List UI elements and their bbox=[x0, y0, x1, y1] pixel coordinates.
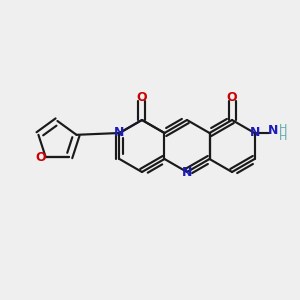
Text: N: N bbox=[182, 167, 192, 179]
Text: O: O bbox=[227, 91, 237, 104]
Text: N: N bbox=[250, 127, 261, 140]
Text: O: O bbox=[137, 91, 147, 104]
Text: N: N bbox=[114, 125, 124, 139]
Text: N: N bbox=[268, 124, 278, 137]
Text: O: O bbox=[35, 151, 46, 164]
Text: H: H bbox=[279, 132, 287, 142]
Text: H: H bbox=[279, 124, 287, 134]
